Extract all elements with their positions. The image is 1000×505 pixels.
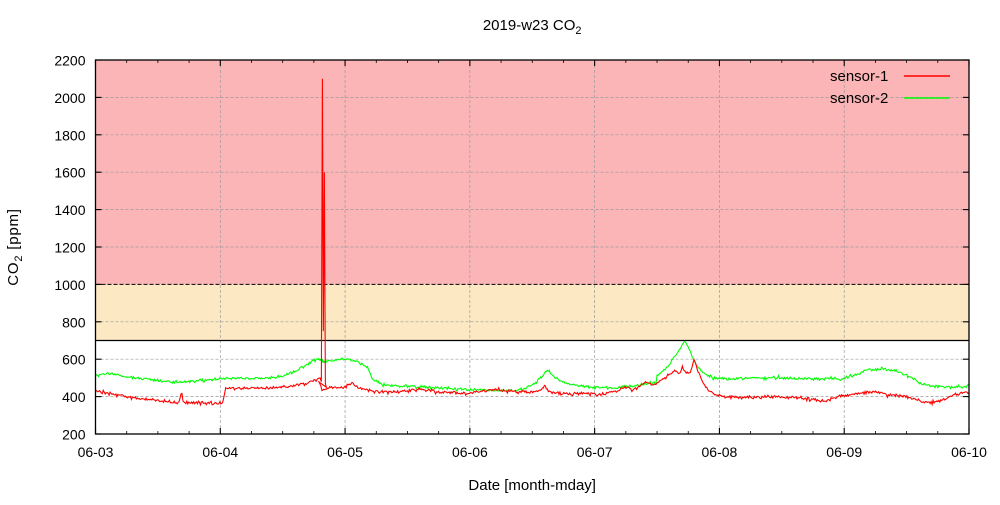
- svg-text:sensor-2: sensor-2: [830, 90, 888, 107]
- svg-text:800: 800: [62, 314, 86, 330]
- svg-text:06-07: 06-07: [577, 444, 613, 460]
- svg-text:06-04: 06-04: [202, 444, 238, 460]
- svg-text:1800: 1800: [54, 127, 85, 143]
- svg-text:06-08: 06-08: [702, 444, 738, 460]
- svg-text:2000: 2000: [54, 90, 85, 106]
- svg-text:2200: 2200: [54, 53, 85, 69]
- svg-text:1000: 1000: [54, 277, 85, 293]
- svg-text:Date [month-mday]: Date [month-mday]: [468, 477, 596, 494]
- svg-text:400: 400: [62, 389, 86, 405]
- svg-text:06-06: 06-06: [452, 444, 488, 460]
- svg-text:1600: 1600: [54, 165, 85, 181]
- svg-text:sensor-1: sensor-1: [830, 68, 888, 85]
- svg-text:06-03: 06-03: [78, 444, 114, 460]
- svg-text:200: 200: [62, 427, 86, 443]
- svg-text:06-05: 06-05: [327, 444, 363, 460]
- svg-text:06-09: 06-09: [826, 444, 862, 460]
- svg-text:600: 600: [62, 352, 86, 368]
- svg-text:1400: 1400: [54, 202, 85, 218]
- svg-text:06-10: 06-10: [951, 444, 987, 460]
- svg-text:1200: 1200: [54, 240, 85, 256]
